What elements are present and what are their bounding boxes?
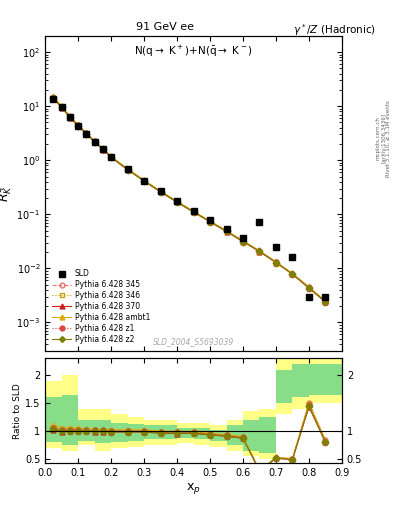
X-axis label: x$_p$: x$_p$ <box>186 481 201 496</box>
Legend: SLD, Pythia 6.428 345, Pythia 6.428 346, Pythia 6.428 370, Pythia 6.428 ambt1, P: SLD, Pythia 6.428 345, Pythia 6.428 346,… <box>52 269 150 344</box>
Text: N(q$\rightarrow$ K$^+$)+N($\bar{\rm q}$$\rightarrow$ K$^-$): N(q$\rightarrow$ K$^+$)+N($\bar{\rm q}$$… <box>134 44 253 59</box>
Text: [arXiv:1306.3436]: [arXiv:1306.3436] <box>381 113 386 163</box>
Y-axis label: $R^q_K$: $R^q_K$ <box>0 185 15 202</box>
Text: $\gamma^*/Z$ (Hadronic): $\gamma^*/Z$ (Hadronic) <box>292 22 376 38</box>
Text: 91 GeV ee: 91 GeV ee <box>136 22 194 32</box>
Y-axis label: Ratio to SLD: Ratio to SLD <box>13 383 22 439</box>
Text: Rivet 3.1.10, ≥ 3.1M events: Rivet 3.1.10, ≥ 3.1M events <box>386 100 391 177</box>
Text: mcplots.cern.ch: mcplots.cern.ch <box>376 116 380 160</box>
Text: SLD_2004_S5693039: SLD_2004_S5693039 <box>153 337 234 346</box>
